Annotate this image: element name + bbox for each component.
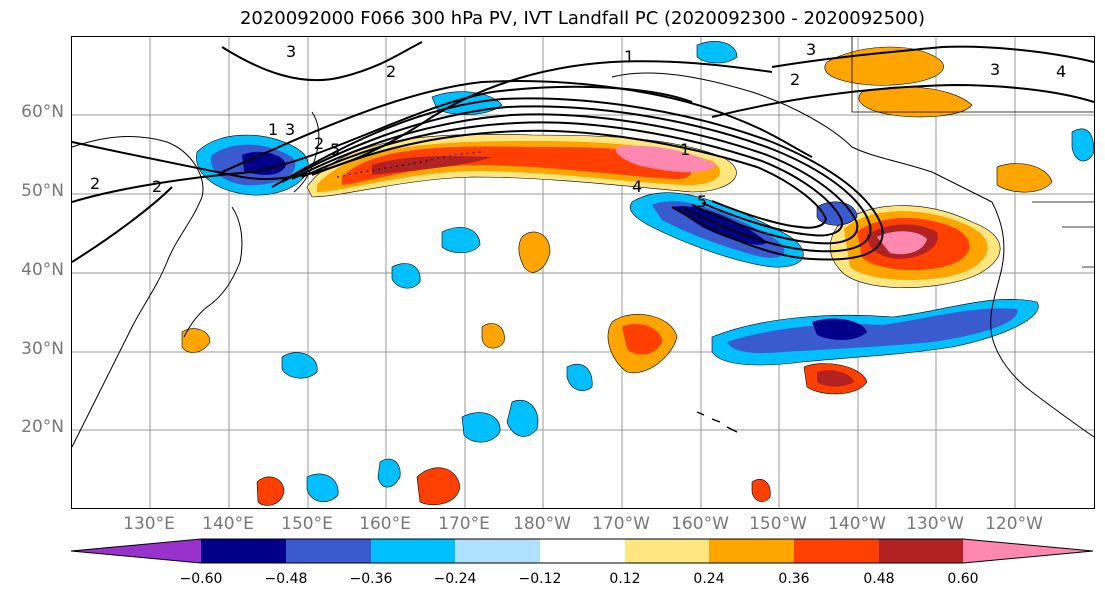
lat-label: 20°N [21,417,64,437]
colorbar-segment [879,539,963,563]
contour-label: 3 [286,42,296,61]
lon-label: 150°W [749,514,807,534]
lat-label: 50°N [21,181,64,201]
colorbar-tick-label: −0.24 [433,571,477,587]
contour-label: 1 [680,140,690,159]
lon-label: 130°E [123,514,175,534]
lat-label: 30°N [21,339,64,359]
colorbar-segment [71,539,201,563]
map-title: 2020092000 F066 300 hPa PV, IVT Landfall… [239,8,926,29]
contour-label: 2 [790,70,800,89]
contour-label: 5 [330,140,340,159]
contour-label: 2 [152,177,162,196]
lon-label: 150°E [281,514,333,534]
map-panel: 3 2 1 3 2 3 4 2 2 1 3 2 5 1 4 5 [71,36,1095,509]
pv-anomaly-fill [181,41,1094,506]
lon-label: 130°W [906,514,964,534]
colorbar-tick-label: 0.48 [863,571,895,587]
lon-label: 160°W [671,514,729,534]
lat-label: 40°N [21,260,64,280]
lon-label: 180°W [513,514,571,534]
colorbar-tick-label: −0.60 [179,571,223,587]
pv-contours [72,41,1094,263]
contour-label: 3 [990,60,1000,79]
contour-label: 5 [697,192,707,211]
contour-label: 4 [1056,62,1066,81]
contour-labels: 3 2 1 3 2 3 4 2 2 1 3 2 5 1 4 5 [90,40,1066,211]
lon-label: 140°E [202,514,254,534]
colorbar [71,538,1094,564]
colorbar-segment [794,539,879,563]
colorbar-tick-label: −0.36 [349,571,393,587]
colorbar-segment [709,539,794,563]
colorbar-tick-label: −0.12 [518,571,562,587]
colorbar-segment [201,539,286,563]
colorbar-segment [540,539,625,563]
colorbar-tick-label: −0.48 [264,571,308,587]
lon-label: 120°W [985,514,1043,534]
contour-label: 3 [285,120,295,139]
colorbar-segments [71,538,1094,564]
lon-label: 170°W [592,514,650,534]
contour-label: 1 [624,47,634,66]
colorbar-segment [963,539,1093,563]
contour-label: 3 [806,40,816,59]
contour-label: 1 [268,120,278,139]
colorbar-tick-label: 0.60 [947,571,979,587]
colorbar-segment [286,539,371,563]
colorbar-segment [455,539,540,563]
map-canvas: 3 2 1 3 2 3 4 2 2 1 3 2 5 1 4 5 [72,37,1094,508]
graticule [72,37,1094,508]
lon-label: 160°E [359,514,411,534]
colorbar-segment [625,539,709,563]
contour-label: 4 [632,177,642,196]
contour-label: 2 [386,62,396,81]
contour-label: 2 [314,134,324,153]
lat-label: 60°N [21,102,64,122]
colorbar-segment [371,539,455,563]
colorbar-tick-label: 0.36 [778,571,810,587]
colorbar-tick-label: 0.24 [693,571,725,587]
lon-label: 140°W [828,514,886,534]
contour-label: 2 [90,174,100,193]
colorbar-outline [71,538,1094,564]
colorbar-tick-label: 0.12 [609,571,641,587]
lon-label: 170°E [438,514,490,534]
